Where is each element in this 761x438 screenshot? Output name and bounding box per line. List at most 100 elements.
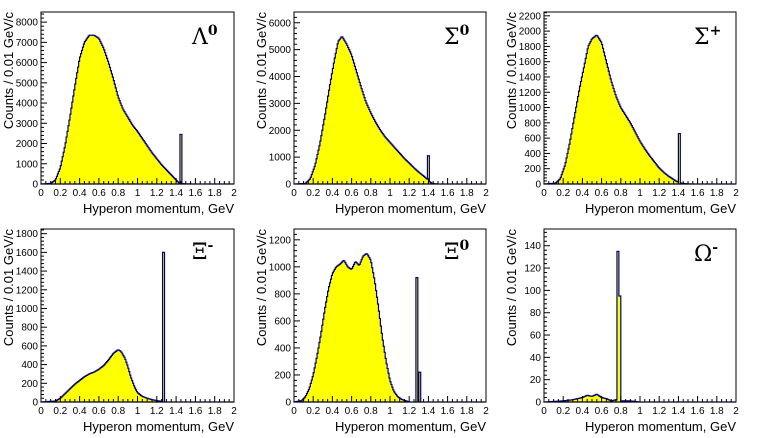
y-tick-label: 40: [530, 353, 542, 364]
particle-symbol: Ω: [694, 242, 712, 267]
y-tick-label: 1400: [519, 72, 542, 83]
x-axis-title: Hyperon momentum, GeV: [585, 201, 736, 216]
x-tick-label: 0.6: [345, 406, 359, 417]
histogram-panel-3: 0 0.2 0.4 0.6 0.8 1 1.2 1.4 1.6 1.8 2 0 200 400 600 800…: [504, 11, 739, 216]
x-tick-label: 1.6: [441, 188, 455, 199]
particle-label: Ξ0: [444, 238, 469, 265]
x-tick-label: 1.2: [402, 188, 416, 199]
y-tick-label: 1000: [269, 262, 292, 273]
y-tick-label: 60: [530, 331, 542, 342]
y-tick-label: 120: [524, 264, 541, 275]
y-tick-label: 1400: [16, 267, 39, 278]
particle-symbol: Ξ: [444, 240, 459, 265]
y-tick-label: 1800: [16, 229, 39, 240]
y-tick-label: 800: [274, 289, 291, 300]
x-tick-label: 1: [637, 188, 643, 199]
x-tick-label: 0.4: [575, 406, 589, 417]
x-tick-label: 1: [387, 188, 393, 199]
x-tick-label: 0: [291, 406, 297, 417]
x-axis-title: Hyperon momentum, GeV: [335, 201, 486, 216]
histogram-bars: [543, 34, 736, 185]
y-tick-label: 2200: [519, 11, 542, 22]
x-tick-label: 0.2: [306, 406, 320, 417]
x-tick-label: 1.2: [402, 406, 416, 417]
x-tick-label: 1.8: [460, 188, 474, 199]
x-tick-label: 0.4: [575, 188, 589, 199]
y-tick-label: 1000: [269, 153, 292, 164]
y-tick-label: 80: [530, 308, 542, 319]
x-tick-label: 0.8: [364, 188, 378, 199]
y-tick-label: 5000: [16, 78, 39, 89]
y-tick-label: 1000: [519, 103, 542, 114]
y-tick-label: 400: [274, 343, 291, 354]
y-tick-label: 200: [524, 164, 541, 175]
x-tick-label: 2: [483, 406, 489, 417]
x-tick-label: 0.4: [325, 406, 339, 417]
particle-label: Σ0: [444, 23, 470, 50]
x-tick-label: 2: [231, 188, 237, 199]
particle-label: Σ+: [694, 23, 721, 50]
x-axis-title: Hyperon momentum, GeV: [83, 201, 234, 216]
y-tick-label: 3000: [269, 99, 292, 110]
x-tick-label: 1.4: [169, 188, 183, 199]
x-tick-label: 1.8: [710, 188, 724, 199]
y-tick-label: 6000: [269, 18, 292, 29]
y-tick-label: 1000: [16, 304, 39, 315]
x-tick-label: 0.6: [92, 188, 106, 199]
x-tick-label: 0.8: [111, 188, 125, 199]
x-tick-label: 1.6: [691, 188, 705, 199]
x-tick-label: 1.2: [652, 406, 666, 417]
y-tick-label: 140: [524, 241, 541, 252]
y-tick-label: 20: [530, 375, 542, 386]
y-tick-label: 6000: [16, 58, 39, 69]
x-tick-label: 0: [38, 406, 44, 417]
x-tick-label: 1: [135, 188, 141, 199]
x-tick-label: 1.4: [169, 406, 183, 417]
y-tick-label: 3000: [16, 119, 39, 130]
x-tick-label: 1.2: [150, 188, 164, 199]
y-tick-label: 2000: [269, 126, 292, 137]
y-tick-label: 8000: [16, 18, 39, 29]
y-tick-label: 0: [32, 398, 38, 409]
x-tick-label: 1.6: [188, 188, 202, 199]
x-tick-label: 1: [637, 406, 643, 417]
particle-charge: -: [712, 240, 718, 256]
y-tick-label: 1200: [269, 235, 292, 246]
y-tick-label: 600: [21, 341, 38, 352]
x-tick-label: 0.6: [595, 188, 609, 199]
y-tick-label: 600: [524, 134, 541, 145]
particle-symbol: Σ: [444, 25, 460, 50]
x-tick-label: 2: [733, 406, 739, 417]
particle-label: Λ0: [191, 23, 218, 50]
x-axis-title: Hyperon momentum, GeV: [335, 419, 486, 434]
x-tick-label: 0.8: [614, 406, 628, 417]
x-tick-label: 0.6: [92, 406, 106, 417]
y-tick-label: 0: [535, 180, 541, 191]
y-tick-label: 400: [524, 149, 541, 160]
particle-symbol: Ξ: [192, 240, 207, 265]
y-tick-label: 2000: [16, 139, 39, 150]
y-tick-label: 1000: [16, 159, 39, 170]
x-tick-label: 1.6: [691, 406, 705, 417]
x-tick-label: 1.2: [150, 406, 164, 417]
histogram-panel-1: 0 0.2 0.4 0.6 0.8 1 1.2 1.4 1.6 1.8 2 0 1000 2000 3000…: [1, 11, 237, 216]
y-tick-label: 2000: [519, 27, 542, 38]
x-tick-label: 0.2: [556, 406, 570, 417]
histogram-bars: [40, 251, 234, 403]
particle-charge: +: [710, 23, 722, 39]
x-tick-label: 2: [733, 188, 739, 199]
x-tick-label: 1.8: [208, 406, 222, 417]
y-tick-label: 200: [21, 379, 38, 390]
particle-label: Ξ-: [192, 238, 213, 265]
y-tick-label: 0: [32, 180, 38, 191]
y-tick-label: 4000: [269, 72, 292, 83]
y-axis-title: Counts / 0.01 GeV/c: [254, 12, 269, 130]
x-tick-label: 1.4: [421, 406, 435, 417]
y-axis-title: Counts / 0.01 GeV/c: [504, 229, 519, 347]
y-axis-title: Counts / 0.01 GeV/c: [1, 229, 16, 347]
histogram-bars: [293, 36, 486, 185]
y-tick-label: 0: [285, 180, 291, 191]
x-tick-label: 0.2: [53, 406, 67, 417]
histogram-bars: [40, 34, 234, 185]
y-axis-title: Counts / 0.01 GeV/c: [504, 12, 519, 130]
